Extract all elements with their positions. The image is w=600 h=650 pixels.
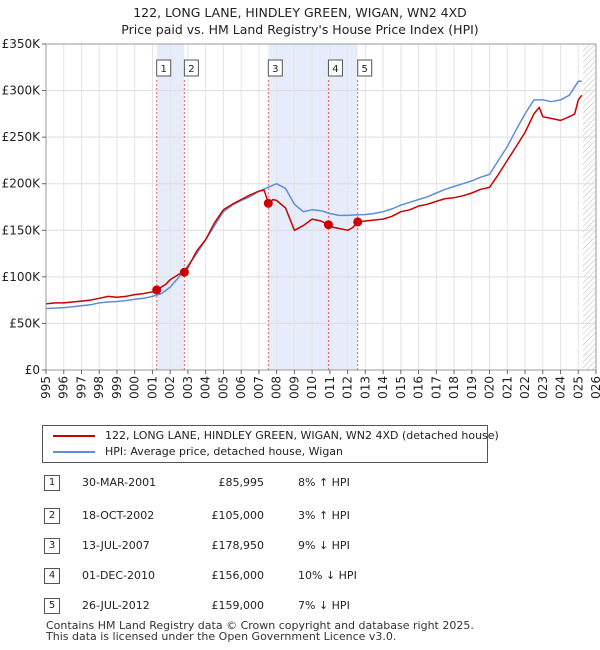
x-tick-label: 1996 [57, 376, 71, 400]
x-tick-label: 2018 [447, 376, 461, 400]
sale-number-badge: 5 [44, 598, 60, 614]
table-row: 4 01-DEC-2010 £156,000 10% ↓ HPI [42, 566, 562, 586]
footer-attribution: Contains HM Land Registry data © Crown c… [46, 620, 474, 642]
sale-point [263, 198, 273, 208]
sale-number-box [156, 59, 172, 77]
y-tick-label: £100K [2, 270, 42, 284]
sale-number-box [327, 59, 343, 77]
x-tick-label: 2005 [216, 376, 230, 400]
sale-date: 13-JUL-2007 [82, 539, 150, 552]
legend-label-property: 122, LONG LANE, HINDLEY GREEN, WIGAN, WN… [105, 429, 499, 442]
x-tick-label: 2014 [376, 376, 390, 400]
x-tick-label: 2025 [571, 376, 585, 400]
sale-number-badge: 2 [44, 508, 60, 524]
shaded-range [268, 44, 358, 370]
price-chart: 1 2 3 4 5 £0 £50K £100K £150K £200K £250K £300K £35… [2, 37, 600, 400]
x-tick-label: 2022 [518, 376, 532, 400]
sale-number-box [267, 59, 283, 77]
legend-swatch-property [53, 435, 95, 437]
table-row: 5 26-JUL-2012 £159,000 7% ↓ HPI [42, 596, 562, 616]
x-tick-label: 2015 [394, 376, 408, 400]
y-tick-label: £50K [9, 316, 41, 330]
sale-number-badge: 3 [44, 538, 60, 554]
sale-point [152, 285, 162, 295]
sale-price: £85,995 [218, 476, 265, 489]
x-tick-label: 2016 [412, 376, 426, 400]
table-row: 2 18-OCT-2002 £105,000 3% ↑ HPI [42, 506, 562, 526]
chart-subtitle: Price paid vs. HM Land Registry's House … [121, 22, 479, 37]
sale-number-badge: 1 [44, 475, 60, 491]
footer-licence: This data is licensed under the Open Gov… [46, 630, 397, 643]
x-tick-label: 1998 [92, 376, 106, 400]
x-tick-label: 2011 [323, 376, 337, 400]
x-tick-label: 1997 [74, 376, 88, 400]
sale-date: 18-OCT-2002 [82, 509, 155, 522]
sale-price: £105,000 [211, 509, 265, 522]
series-line-property [45, 94, 583, 305]
sale-number-label: 3 [272, 64, 278, 75]
x-tick-label: 2020 [483, 376, 497, 400]
forecast-region [582, 44, 596, 370]
y-tick-label: £250K [2, 130, 42, 144]
x-tick-label: 2026 [589, 376, 600, 400]
x-tick-label: 2002 [163, 376, 177, 400]
y-tick-label: £300K [2, 84, 42, 98]
legend: 122, LONG LANE, HINDLEY GREEN, WIGAN, WN… [42, 425, 499, 463]
x-tick-label: 2003 [181, 376, 195, 400]
y-tick-label: £150K [2, 223, 42, 237]
x-tick-label: 2010 [305, 376, 319, 400]
x-tick-label: 2013 [358, 376, 372, 400]
x-tick-label: 2019 [465, 376, 479, 400]
sale-number-label: 2 [188, 64, 194, 75]
sale-hpi-diff: 10% ↓ HPI [298, 569, 357, 582]
y-tick-label: £0 [25, 363, 40, 377]
x-tick-label: 2000 [128, 376, 142, 400]
legend-label-hpi: HPI: Average price, detached house, Wiga… [105, 445, 344, 458]
footer-copyright: Contains HM Land Registry data © Crown c… [46, 619, 474, 632]
sale-price: £159,000 [211, 599, 265, 612]
x-tick-label: 2017 [429, 376, 443, 400]
x-tick-label: 2007 [252, 376, 266, 400]
x-tick-label: 1995 [39, 376, 53, 400]
table-row: 1 30-MAR-2001 £85,995 8% ↑ HPI [42, 473, 562, 493]
sale-number-label: 4 [332, 64, 338, 75]
sale-date: 26-JUL-2012 [82, 599, 150, 612]
sale-number-box [357, 59, 373, 77]
table-row: 3 13-JUL-2007 £178,950 9% ↓ HPI [42, 536, 562, 556]
sale-date: 30-MAR-2001 [82, 476, 157, 489]
x-tick-label: 2023 [536, 376, 550, 400]
x-tick-label: 2024 [554, 376, 568, 400]
sale-point [353, 217, 363, 227]
sale-number-box [183, 59, 199, 77]
x-tick-label: 2021 [500, 376, 514, 400]
chart-title-block: 122, LONG LANE, HINDLEY GREEN, WIGAN, WN… [0, 4, 600, 38]
x-tick-label: 2012 [341, 376, 355, 400]
x-tick-label: 1999 [110, 376, 124, 400]
x-tick-label: 2008 [270, 376, 284, 400]
chart-title: 122, LONG LANE, HINDLEY GREEN, WIGAN, WN… [133, 5, 467, 20]
sale-price: £178,950 [211, 539, 265, 552]
sale-hpi-diff: 8% ↑ HPI [298, 476, 350, 489]
plot-frame [45, 43, 597, 371]
y-tick-label: £200K [2, 177, 42, 191]
sale-date: 01-DEC-2010 [82, 569, 156, 582]
legend-swatch-hpi [53, 451, 95, 453]
sale-number-label: 5 [362, 64, 368, 75]
x-tick-label: 2009 [287, 376, 301, 400]
y-tick-label: £350K [2, 37, 42, 51]
x-tick-label: 2006 [234, 376, 248, 400]
series-line-hpi [45, 80, 582, 310]
sale-hpi-diff: 3% ↑ HPI [298, 509, 350, 522]
x-tick-label: 2004 [199, 376, 213, 400]
sale-point [179, 267, 189, 277]
sale-price: £156,000 [211, 569, 265, 582]
sale-number-badge: 4 [44, 568, 60, 584]
sale-hpi-diff: 7% ↓ HPI [298, 599, 350, 612]
x-tick-label: 2001 [145, 376, 159, 400]
sale-point [323, 220, 333, 230]
sale-hpi-diff: 9% ↓ HPI [298, 539, 350, 552]
sale-number-label: 1 [161, 64, 167, 75]
